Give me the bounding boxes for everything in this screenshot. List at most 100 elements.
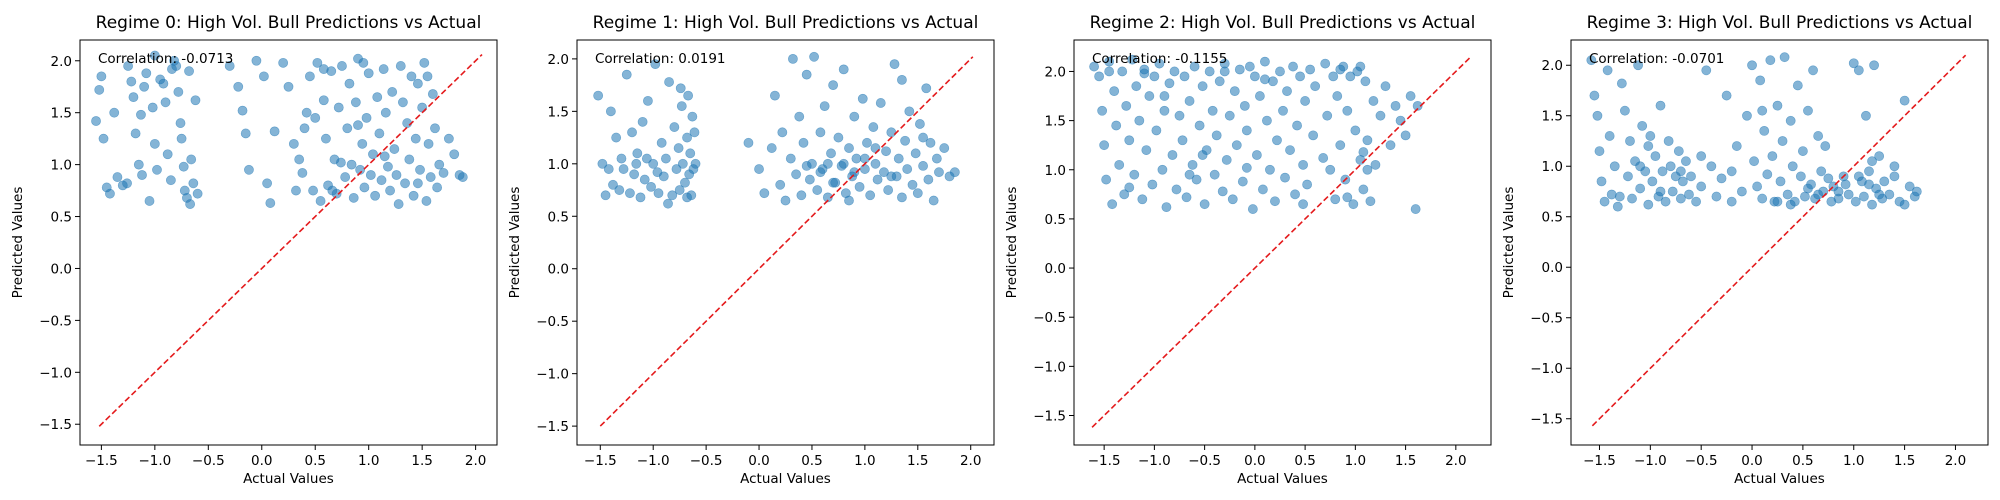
- x-tick-label: 1.0: [854, 453, 875, 469]
- scatter-point: [1127, 54, 1138, 65]
- scatter-point: [870, 158, 881, 169]
- scatter-point: [1109, 86, 1120, 97]
- scatter-point: [1328, 71, 1339, 82]
- scatter-point: [627, 127, 637, 138]
- scatter-point: [1358, 184, 1369, 195]
- scatter-point: [312, 57, 323, 68]
- scatter-point: [1721, 90, 1732, 101]
- scatter-point: [327, 185, 338, 196]
- scatter-point: [288, 138, 299, 149]
- scatter-point: [240, 128, 251, 139]
- scatter-point: [632, 148, 643, 159]
- scatter-point: [1302, 179, 1313, 190]
- scatter-point: [1850, 196, 1861, 207]
- scatter-point: [1853, 65, 1864, 76]
- scatter-point: [915, 119, 925, 129]
- scatter-point: [788, 53, 798, 64]
- scatter-point: [1089, 61, 1099, 72]
- scatter-point: [1159, 105, 1170, 116]
- scatter-point: [1759, 125, 1770, 136]
- scatter-point: [335, 157, 346, 168]
- scatter-point: [291, 185, 301, 196]
- scatter-point: [1124, 182, 1135, 193]
- scatter-point: [259, 71, 269, 82]
- scatter-point: [391, 170, 402, 180]
- scatter-point: [383, 161, 393, 172]
- scatter-point: [629, 169, 640, 180]
- scatter-point: [1097, 105, 1108, 116]
- scatter-point: [1298, 159, 1308, 170]
- marks: [91, 50, 483, 427]
- scatter-point: [141, 68, 152, 79]
- scatter-point: [1249, 71, 1260, 82]
- scatter-point: [928, 195, 939, 206]
- y-tick-label: 1.0: [1542, 159, 1563, 175]
- scatter-point: [1137, 194, 1148, 205]
- scatter-point: [1099, 140, 1110, 151]
- x-axis-label: Actual Values: [1734, 471, 1825, 487]
- scatter-point: [1843, 189, 1854, 200]
- scatter-point: [434, 159, 445, 170]
- scatter-point: [1633, 60, 1644, 71]
- scatter-point: [650, 59, 661, 70]
- y-tick-label: 1.0: [548, 157, 569, 173]
- scatter-point: [251, 55, 262, 66]
- y-tick-label: −0.5: [1530, 311, 1563, 327]
- scatter-point: [144, 196, 155, 206]
- scatter-point: [1149, 71, 1160, 82]
- marks: [1089, 54, 1471, 428]
- x-tick-label: 2.0: [465, 453, 486, 469]
- scatter-point: [109, 107, 120, 118]
- scatter-point: [1241, 125, 1252, 136]
- scatter-point: [1711, 191, 1722, 202]
- scatter-point: [886, 171, 897, 182]
- x-tick-label: −0.5: [1685, 453, 1718, 469]
- scatter-point: [1853, 171, 1864, 182]
- scatter-point: [1787, 161, 1798, 172]
- scatter-point: [1803, 105, 1813, 116]
- scatter-point: [1134, 115, 1145, 126]
- scatter-point: [1157, 164, 1168, 175]
- scatter-point: [608, 179, 618, 190]
- scatter-point: [918, 132, 928, 143]
- scatter-point: [410, 133, 421, 144]
- scatter-point: [1121, 100, 1132, 111]
- scatter-point: [1795, 171, 1806, 182]
- scatter-point: [162, 149, 173, 160]
- y-tick-label: 0.5: [1045, 212, 1066, 228]
- reference-line: [1591, 54, 1967, 427]
- scatter-point: [1368, 96, 1379, 106]
- scatter-point: [1322, 110, 1333, 121]
- scatter-point: [1879, 176, 1890, 187]
- x-tick-label: 2.0: [1445, 453, 1466, 469]
- scatter-point: [1647, 176, 1658, 187]
- scatter-point: [1179, 71, 1190, 82]
- scatter-point: [315, 196, 326, 206]
- scatter-point: [190, 95, 201, 106]
- scatter-point: [1899, 199, 1910, 210]
- scatter-point: [1247, 204, 1258, 214]
- chart-0: Regime 0: High Vol. Bull Predictions vs …: [10, 13, 498, 487]
- scatter-point: [1260, 74, 1270, 85]
- scatter-point: [188, 178, 199, 189]
- scatter-point: [105, 188, 115, 199]
- scatter-point: [1816, 166, 1827, 177]
- scatter-point: [743, 137, 754, 148]
- scatter-point: [412, 78, 423, 89]
- correlation-annotation: Correlation: -0.1155: [1092, 51, 1227, 67]
- scatter-point: [1412, 100, 1423, 111]
- y-tick-label: 2.0: [51, 54, 72, 70]
- scatter-point: [310, 112, 321, 123]
- scatter-point: [1151, 125, 1162, 136]
- scatter-point: [1716, 173, 1727, 184]
- scatter-point: [682, 132, 692, 143]
- scatter-point: [353, 120, 363, 131]
- scatter-point: [167, 64, 177, 74]
- scatter-point: [160, 97, 171, 108]
- scatter-point: [635, 192, 646, 203]
- scatter-point: [342, 123, 353, 134]
- x-tick-label: 2.0: [1945, 453, 1966, 469]
- scatter-point: [597, 158, 608, 169]
- scatter-point: [794, 111, 805, 122]
- scatter-point: [1345, 71, 1356, 82]
